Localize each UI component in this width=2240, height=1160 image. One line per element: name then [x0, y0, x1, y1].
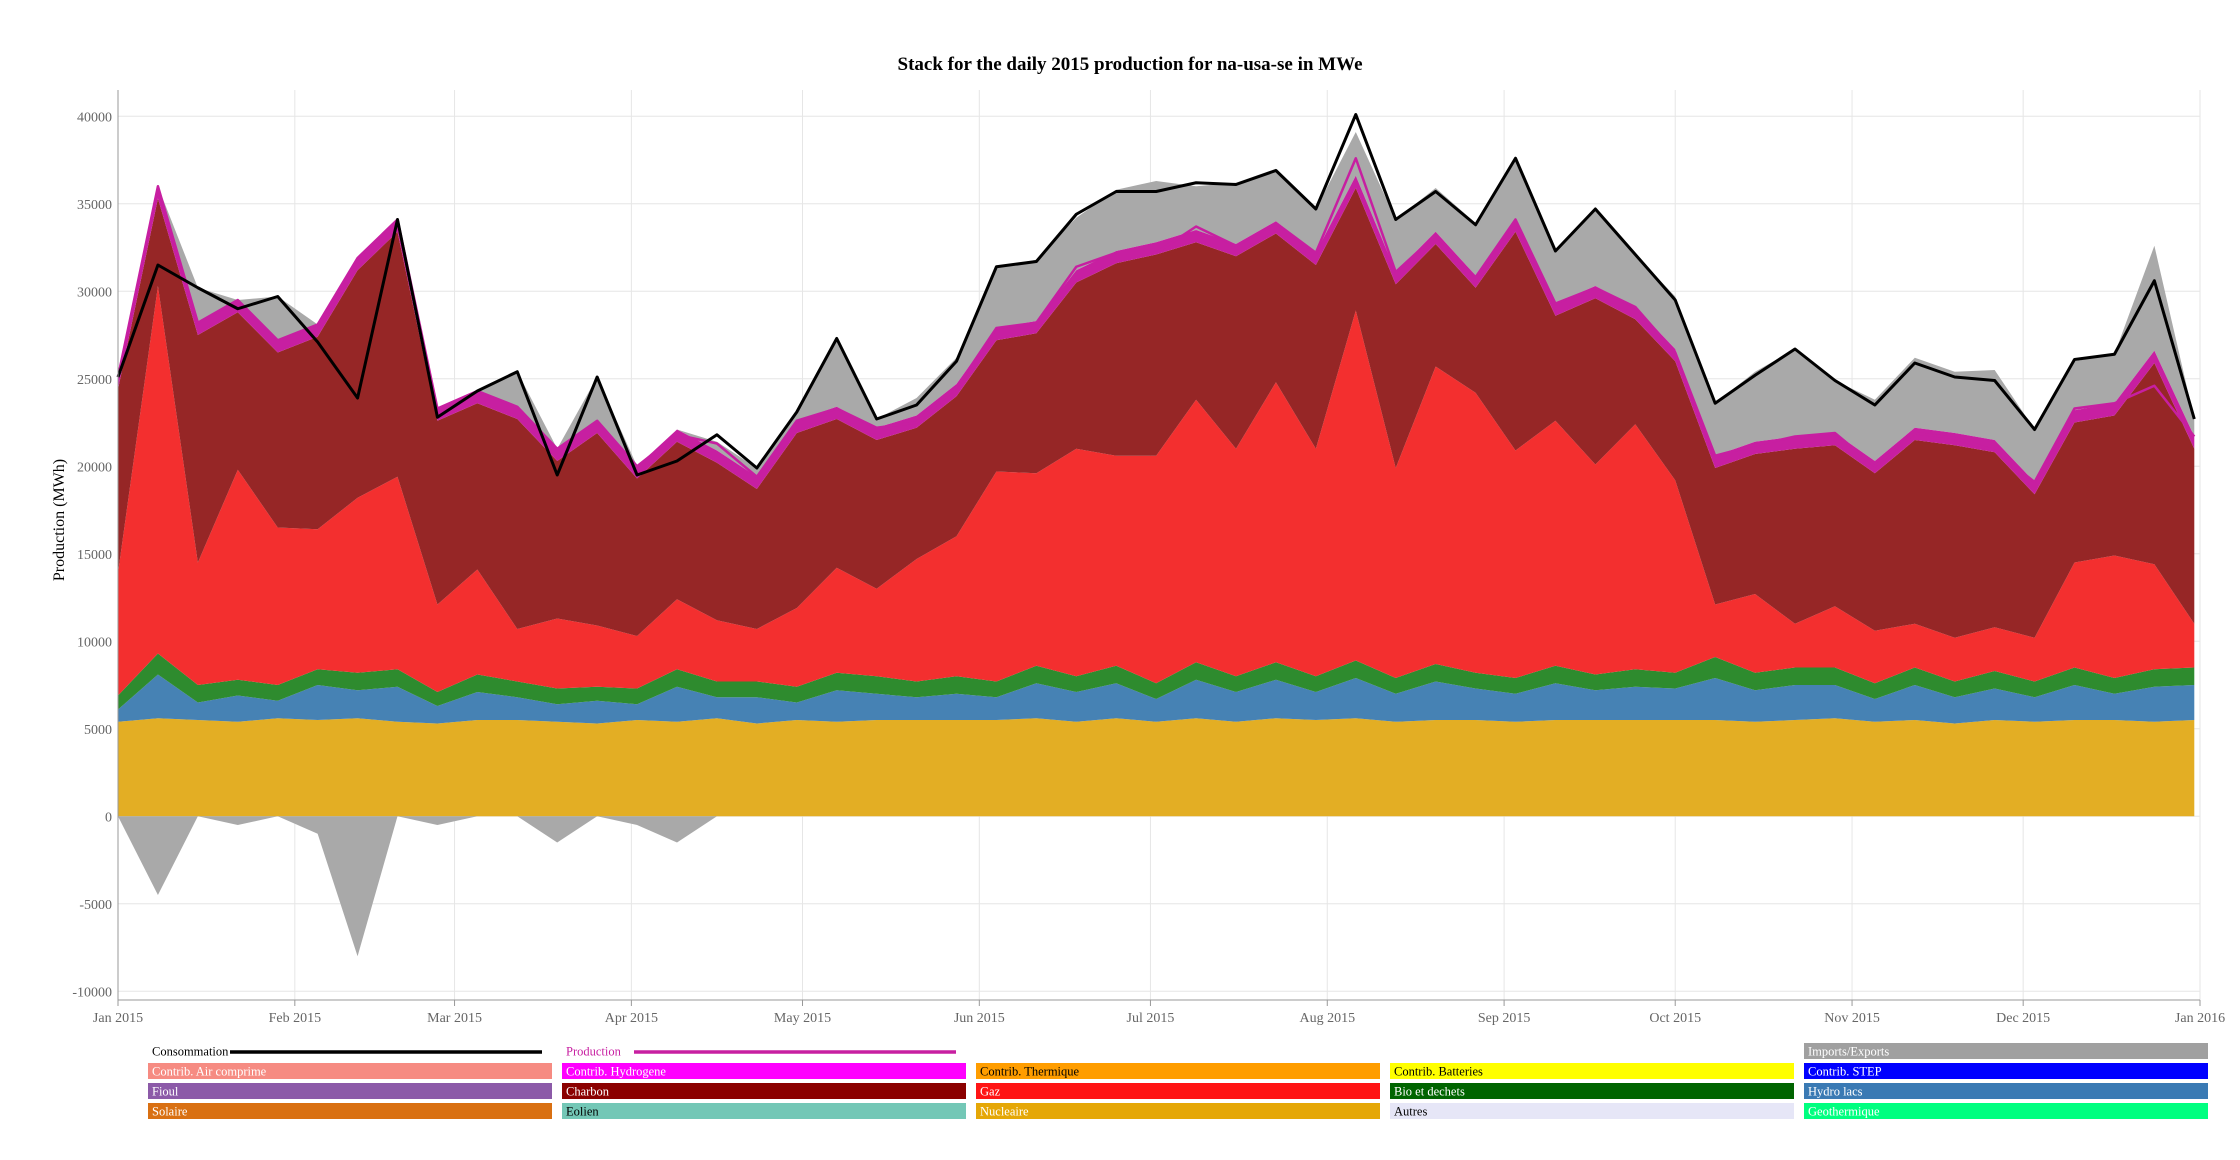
legend-label: Production — [566, 1045, 622, 1059]
legend-swatch — [976, 1063, 1380, 1079]
x-tick-label: Jan 2015 — [93, 1011, 143, 1026]
x-tick-label: Mar 2015 — [427, 1011, 482, 1026]
legend-item: Contrib. STEP — [1804, 1063, 2208, 1079]
legend-item: Contrib. Air comprime — [148, 1063, 552, 1079]
y-tick-label: 10000 — [77, 635, 112, 650]
y-tick-label: 5000 — [84, 723, 112, 738]
y-tick-label: 40000 — [77, 110, 112, 125]
legend-label: Charbon — [566, 1085, 610, 1099]
legend-swatch — [1804, 1043, 2208, 1059]
legend-item: Contrib. Thermique — [976, 1063, 1380, 1079]
legend-item: Contrib. Hydrogene — [562, 1063, 966, 1079]
x-tick-label: Aug 2015 — [1299, 1011, 1355, 1026]
y-tick-label: 15000 — [77, 548, 112, 563]
x-tick-label: Jul 2015 — [1127, 1011, 1175, 1026]
legend-swatch — [148, 1063, 552, 1079]
x-tick-label: Oct 2015 — [1649, 1011, 1701, 1026]
area-imports-exports-negative — [118, 816, 2195, 957]
x-tick-label: Jun 2015 — [954, 1011, 1005, 1026]
area-charbon — [118, 188, 2195, 638]
legend-item: Autres — [1390, 1103, 1794, 1119]
legend-label: Imports/Exports — [1808, 1045, 1889, 1059]
legend-swatch — [1804, 1063, 2208, 1079]
legend-swatch — [1804, 1083, 2208, 1099]
legend-swatch — [562, 1083, 966, 1099]
legend-item: Geothermique — [1804, 1103, 2208, 1119]
line-layer — [116, 113, 2196, 484]
x-tick-label: Feb 2015 — [269, 1011, 322, 1026]
legend-swatch — [1804, 1103, 2208, 1119]
legend-label: Contrib. Thermique — [980, 1065, 1080, 1079]
y-tick-label: 20000 — [77, 460, 112, 475]
x-tick-label: Jan 2016 — [2175, 1011, 2225, 1026]
legend-label: Autres — [1394, 1105, 1427, 1119]
y-tick-label: 25000 — [77, 373, 112, 388]
legend-swatch — [976, 1083, 1380, 1099]
legend-swatch — [1390, 1063, 1794, 1079]
legend-swatch — [1390, 1083, 1794, 1099]
legend-item: Charbon — [562, 1083, 966, 1099]
legend-item: Imports/Exports — [1804, 1043, 2208, 1059]
legend-swatch — [1390, 1103, 1794, 1119]
legend-label: Solaire — [152, 1105, 188, 1119]
area-layer — [118, 132, 2195, 957]
x-tick-label: Dec 2015 — [1996, 1011, 2050, 1026]
x-tick-label: Sep 2015 — [1478, 1011, 1531, 1026]
legend-item: Bio et dechets — [1390, 1083, 1794, 1099]
legend-swatch — [562, 1063, 966, 1079]
x-tick-label: Apr 2015 — [605, 1011, 658, 1026]
line-consommation — [116, 113, 2196, 477]
legend-item: Nucleaire — [976, 1103, 1380, 1119]
x-tick-label: Nov 2015 — [1824, 1011, 1880, 1026]
legend-label: Contrib. Hydrogene — [566, 1065, 666, 1079]
legend-swatch — [562, 1103, 966, 1119]
x-tick-label: May 2015 — [774, 1011, 831, 1026]
legend-swatch — [148, 1103, 552, 1119]
chart-title: Stack for the daily 2015 production for … — [898, 54, 1363, 75]
legend-label: Gaz — [980, 1085, 1001, 1099]
y-tick-label: 35000 — [77, 198, 112, 213]
legend-label: Hydro lacs — [1808, 1085, 1863, 1099]
legend-item: Gaz — [976, 1083, 1380, 1099]
y-tick-label: -5000 — [79, 898, 112, 913]
y-tick-label: 30000 — [77, 285, 112, 300]
legend-label: Fioul — [152, 1085, 179, 1099]
y-axis-label: Production (MWh) — [51, 459, 68, 581]
legend-label: Bio et dechets — [1394, 1085, 1465, 1099]
legend-label: Contrib. STEP — [1808, 1065, 1882, 1079]
legend-item: Solaire — [148, 1103, 552, 1119]
y-tick-label: 0 — [105, 810, 112, 825]
line-production — [116, 157, 2196, 484]
area-gaz — [118, 286, 2195, 696]
legend-item: Contrib. Batteries — [1390, 1063, 1794, 1079]
legend-item: Consommation — [152, 1045, 542, 1059]
axis-layer: -10000 -5000 0 5000 10000 15000 20000 25000 3000… — [72, 90, 2225, 1026]
legend-item: Eolien — [562, 1103, 966, 1119]
legend-label: Contrib. Air comprime — [152, 1065, 267, 1079]
legend-swatch — [148, 1083, 552, 1099]
legend-item: Production — [566, 1045, 956, 1059]
legend-label: Contrib. Batteries — [1394, 1065, 1483, 1079]
legend-label: Eolien — [566, 1105, 599, 1119]
y-tick-label: -10000 — [72, 985, 112, 1000]
legend-item: Fioul — [148, 1083, 552, 1099]
legend-label: Consommation — [152, 1045, 229, 1059]
legend-swatch — [976, 1103, 1380, 1119]
legend-label: Nucleaire — [980, 1105, 1029, 1119]
legend-label: Geothermique — [1808, 1105, 1880, 1119]
area-nucleaire — [118, 718, 2195, 817]
legend-item: Hydro lacs — [1804, 1083, 2208, 1099]
legend: Consommation Production Imports/Exports Con… — [148, 1043, 2208, 1119]
area-imports-exports-positive — [118, 132, 2195, 482]
area-eolien — [118, 653, 2195, 710]
